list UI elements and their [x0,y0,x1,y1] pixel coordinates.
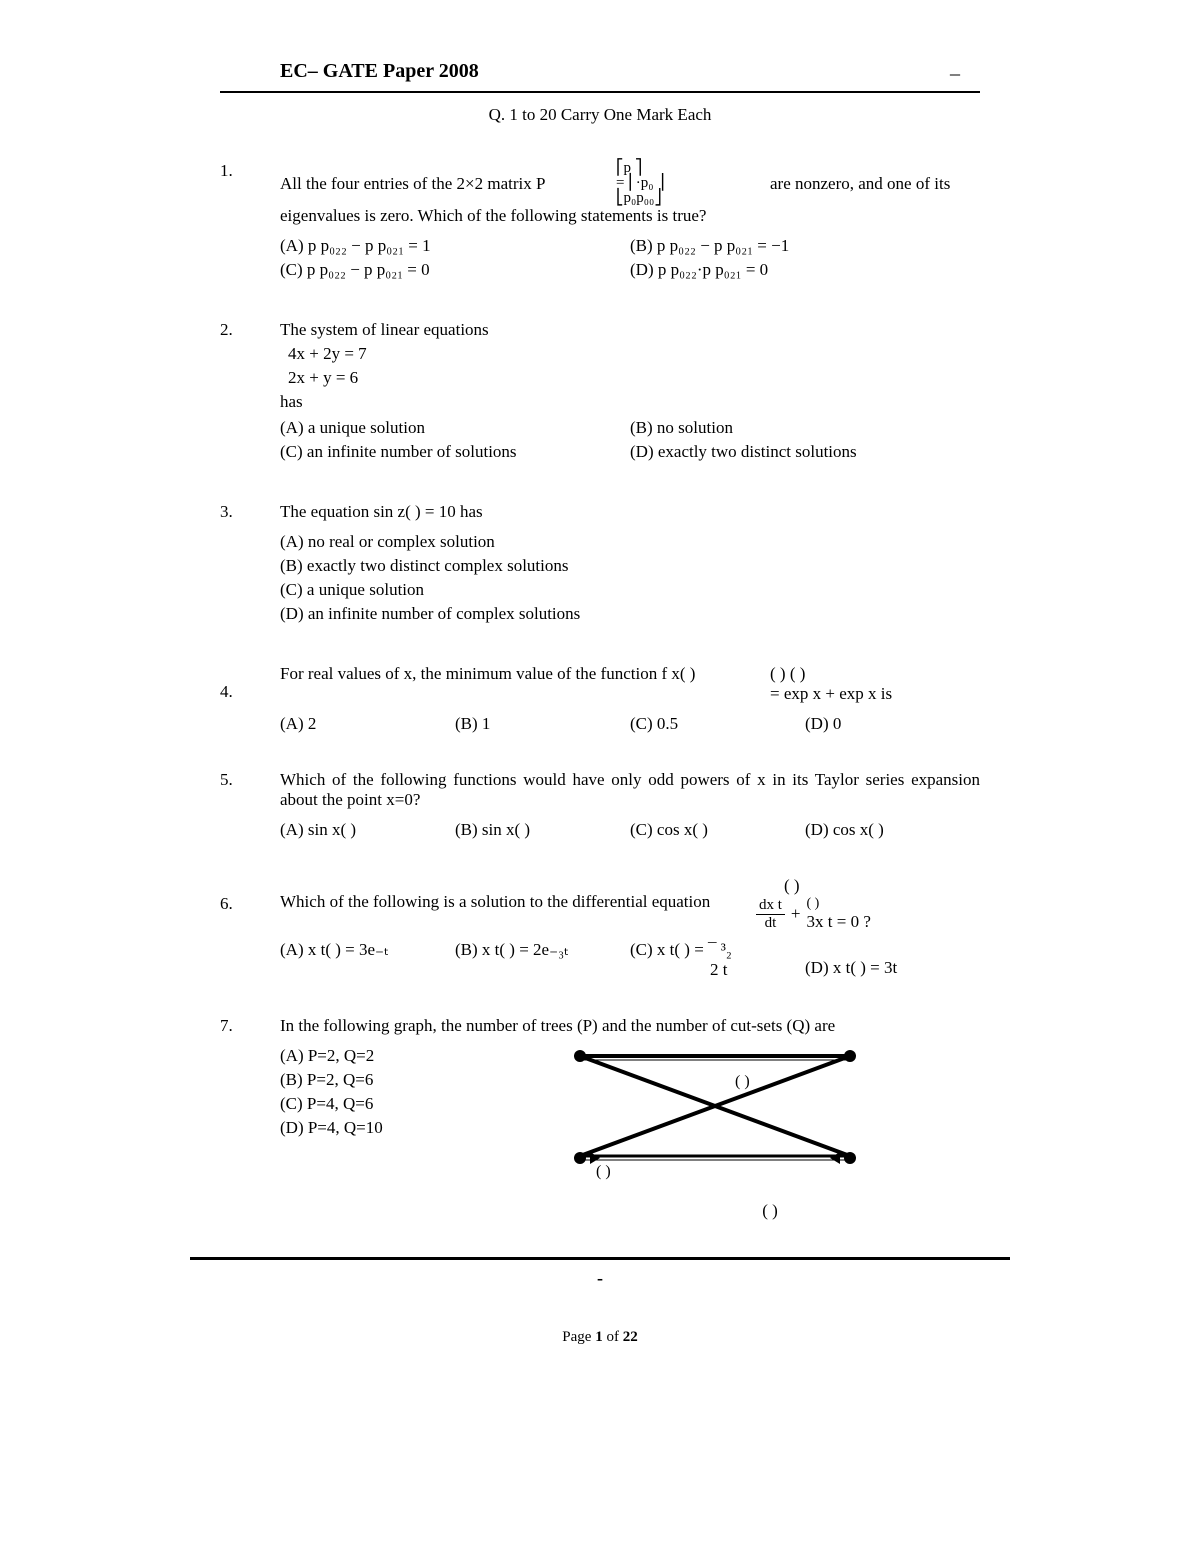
question-number: 1. [220,161,280,181]
q1-options: (A) p p₀₂₂ − p p₀₂₁ = 1 (B) p p₀₂₂ − p p… [280,236,980,284]
q2-stem: The system of linear equations [280,320,980,340]
q2-eq2: 2x + y = 6 [280,368,980,388]
q1-stem-right: are nonzero, and one of its [770,174,980,194]
q3-opt-c: (C) a unique solution [280,580,980,600]
question-3: 3. The equation sin z( ) = 10 has (A) no… [220,502,980,628]
question-number: 7. [220,1016,280,1036]
q6-opt-a: (A) x t( ) = 3e₋ₜ [280,940,455,960]
svg-text:( ): ( ) [596,1163,611,1180]
q7-opt-a: (A) P=2, Q=2 [280,1046,560,1066]
q2-opt-a: (A) a unique solution [280,418,630,438]
question-6: 6. Which of the following is a solution … [220,876,980,980]
q3-opt-d: (D) an infinite number of complex soluti… [280,604,980,624]
footer-rule [190,1257,1010,1260]
q3-options: (A) no real or complex solution (B) exac… [280,532,980,624]
q1-opt-b: (B) p p₀₂₂ − p p₀₂₁ = −1 [630,236,980,256]
q7-options: (A) P=2, Q=2 (B) P=2, Q=6 (C) P=4, Q=6 (… [280,1046,560,1221]
footer-mark: - [220,1268,980,1289]
q5-opt-c: (C) cos x( ) [630,820,805,840]
q4-opt-a: (A) 2 [280,714,455,734]
q1-matrix: ⎡p ⎤ = ⎢·p₀ ⎥ ⎣p₀p₀₀⎦ [616,161,770,206]
page-header: EC– GATE Paper 2008 [220,60,980,93]
q2-opt-d: (D) exactly two distinct solutions [630,442,980,462]
q5-opt-a: (A) sin x( ) [280,820,455,840]
q5-opt-d: (D) cos x( ) [805,820,980,840]
q1-opt-d: (D) p p₀₂₂·p p₀₂₁ = 0 [630,260,980,280]
question-number: 2. [220,320,280,340]
q7-graph: ( ) ( ) ( ) [560,1046,980,1221]
q4-opt-c: (C) 0.5 [630,714,805,734]
question-5: 5. Which of the following functions woul… [220,770,980,840]
q6-opt-b: (B) x t( ) = 2e₋₃ₜ [455,940,630,960]
q1-stem-row1: All the four entries of the 2×2 matrix P… [280,161,980,206]
question-number: 3. [220,502,280,522]
q3-opt-b: (B) exactly two distinct complex solutio… [280,556,980,576]
q4-stem-right: ( ) ( ) = exp x + exp x is [770,664,980,704]
q2-opt-b: (B) no solution [630,418,980,438]
q6-opt-c: (C) x t( ) = ¯ ³₂ 2 t [630,940,805,980]
q4-opt-b: (B) 1 [455,714,630,734]
question-number: 4. [220,664,280,702]
page-number: Page 1 of 22 [220,1329,980,1346]
q2-eq1: 4x + 2y = 7 [280,344,980,364]
section-instruction: Q. 1 to 20 Carry One Mark Each [220,105,980,125]
q6-equation: ( ) dx t dt + ( ) 3x t = 0 ? [756,876,980,932]
q6-options: (A) x t( ) = 3e₋ₜ (B) x t( ) = 2e₋₃ₜ (C)… [280,940,980,980]
q1-stem-line2: eigenvalues is zero. Which of the follow… [280,206,980,226]
question-1: 1. All the four entries of the 2×2 matri… [220,161,980,284]
q6-stem: Which of the following is a solution to … [280,876,756,912]
q7-opt-b: (B) P=2, Q=6 [280,1070,560,1090]
question-number: 5. [220,770,280,790]
q7-opt-d: (D) P=4, Q=10 [280,1118,560,1138]
q5-opt-b: (B) sin x( ) [455,820,630,840]
question-4: 4. For real values of x, the minimum val… [220,664,980,734]
q3-stem: The equation sin z( ) = 10 has [280,502,980,522]
svg-text:( ): ( ) [735,1073,750,1090]
q2-opt-c: (C) an infinite number of solutions [280,442,630,462]
question-2: 2. The system of linear equations 4x + 2… [220,320,980,466]
q7-opt-c: (C) P=4, Q=6 [280,1094,560,1114]
q4-opt-d: (D) 0 [805,714,980,734]
page: EC– GATE Paper 2008 Q. 1 to 20 Carry One… [0,0,1200,1553]
q6-opt-d: (D) x t( ) = 3t [805,940,980,978]
question-number: 6. [220,876,280,914]
q1-stem-left: All the four entries of the 2×2 matrix P [280,174,616,194]
q4-options: (A) 2 (B) 1 (C) 0.5 (D) 0 [280,714,980,734]
q3-opt-a: (A) no real or complex solution [280,532,980,552]
q1-opt-c: (C) p p₀₂₂ − p p₀₂₁ = 0 [280,260,630,280]
q1-opt-a: (A) p p₀₂₂ − p p₀₂₁ = 1 [280,236,630,256]
q5-stem: Which of the following functions would h… [280,770,980,810]
q5-options: (A) sin x( ) (B) sin x( ) (C) cos x( ) (… [280,820,980,840]
q7-bottom-label: ( ) [560,1201,980,1221]
q4-stem-left: For real values of x, the minimum value … [280,664,770,684]
paper-title: EC– GATE Paper 2008 [280,60,479,82]
question-7: 7. In the following graph, the number of… [220,1016,980,1221]
q2-has: has [280,392,980,412]
q7-stem: In the following graph, the number of tr… [280,1016,980,1036]
graph-icon: ( ) ( ) [560,1046,880,1196]
q2-options: (A) a unique solution (B) no solution (C… [280,418,980,466]
